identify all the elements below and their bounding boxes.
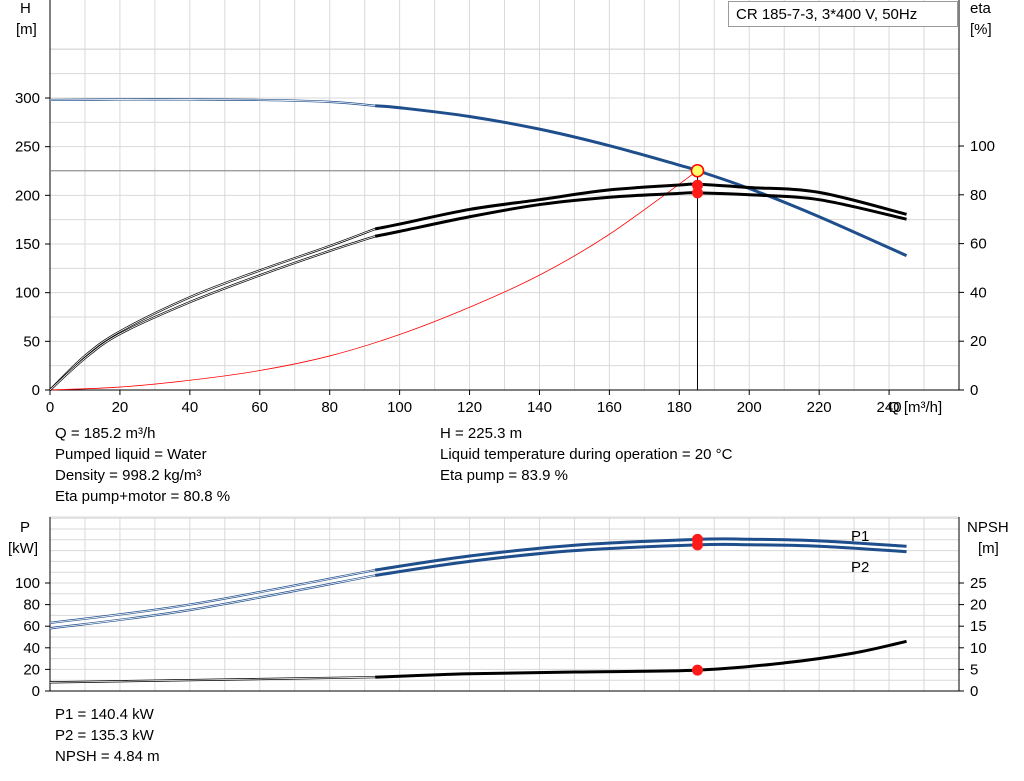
curve-thin-inner-p2 [49,575,376,629]
curve-thin-inner-head [49,98,376,107]
info-npsh: NPSH = 4.84 m [55,748,160,765]
curve-thick-p2 [374,542,907,577]
info-liquid-temperature: Liquid temperature during operation = 20… [440,446,733,463]
info-p1: P1 = 140.4 kW [55,706,154,723]
curve-thin-inner-eta-total [49,235,376,391]
y-tick-label-left: 50 [23,333,40,350]
curve-thin-inner-eta-pump [49,228,376,391]
y-tick-label-right: 20 [970,333,987,350]
x-axis-label: Q [m³/h] [888,399,942,416]
y-tick-label-left: 0 [32,382,40,399]
curve-thin-inner-npsh [49,676,376,683]
x-tick-label: 100 [387,399,412,416]
npsh-tick-label: 10 [970,640,987,657]
curve-thin-outline-eta-total [49,235,376,391]
y-tick-label-left: 200 [15,187,40,204]
x-tick-label: 60 [251,399,268,416]
y-axis-right-unit: [%] [970,21,992,38]
x-tick-label: 40 [182,399,199,416]
y-axis-right-label: eta [970,0,992,17]
p-axis-label: P [20,519,30,536]
y-axis-left-unit: [m] [16,21,37,38]
curve-thick-eta-total [374,191,907,238]
p2-series-label: P2 [851,559,869,576]
npsh-tick-label: 25 [970,575,987,592]
x-tick-label: 180 [667,399,692,416]
operating-point-markers [50,163,705,676]
chart-title: CR 185-7-3, 3*400 V, 50Hz [728,1,958,27]
npsh-tick-label: 20 [970,597,987,614]
p-tick-label: 40 [23,640,40,657]
npsh-marker [691,664,703,676]
y-tick-label-right: 60 [970,236,987,253]
y-tick-label-right: 80 [970,187,987,204]
info-eta-pump: Eta pump = 83.9 % [440,467,568,484]
info-bottom: P1 = 140.4 kW P2 = 135.3 kW NPSH = 4.84 … [55,704,160,767]
p2-marker [691,539,703,551]
p-tick-label: 20 [23,661,40,678]
chart-curves [49,98,908,684]
y-tick-label-left: 250 [15,139,40,156]
x-tick-label: 80 [321,399,338,416]
system-curve [49,170,698,391]
x-tick-label: 120 [457,399,482,416]
eta-total-marker [691,187,703,199]
x-tick-label: 20 [112,399,129,416]
p-tick-label: 60 [23,618,40,635]
p-tick-label: 0 [32,683,40,700]
npsh-tick-label: 5 [970,661,978,678]
info-eta-pump-motor: Eta pump+motor = 80.8 % [55,488,231,505]
eta-pump-marker [691,179,703,191]
x-tick-label: 0 [46,399,54,416]
curve-thick-p1 [374,537,907,572]
info-p2: P2 = 135.3 kW [55,727,154,744]
curve-thick-eta-pump [374,182,907,231]
info-density: Density = 998.2 kg/m³ [55,467,202,484]
p-axis-unit: [kW] [8,540,38,557]
info-top-left: Q = 185.2 m³/h Pumped liquid = Water Den… [55,423,230,507]
x-tick-label: 160 [597,399,622,416]
curve-thick-npsh [375,639,907,679]
y-tick-label-right: 40 [970,284,987,301]
bottom-chart-grid [49,516,960,692]
p1-series-label: P1 [851,528,869,545]
y-axis-left-label: H [20,0,31,17]
info-head: H = 225.3 m [440,425,523,442]
y-tick-label-left: 150 [15,236,40,253]
y-tick-label-left: 100 [15,285,40,302]
npsh-tick-label: 0 [970,683,978,700]
duty-point-marker [690,163,705,178]
npsh-tick-label: 15 [970,618,987,635]
y-tick-label-right: 100 [970,138,995,155]
y-tick-label-left: 300 [15,90,40,107]
curve-thin-outline-head [49,98,376,107]
y-tick-label-right: 0 [970,382,978,399]
x-tick-label: 200 [737,399,762,416]
top-chart-grid [49,0,960,391]
npsh-axis-unit: [m] [978,540,999,557]
x-tick-label: 220 [807,399,832,416]
info-top-right: H = 225.3 m Liquid temperature during op… [440,423,732,486]
info-flow: Q = 185.2 m³/h [55,425,156,442]
curve-thick-head [375,104,908,258]
x-tick-label: 140 [527,399,552,416]
npsh-axis-label: NPSH [967,519,1009,536]
curve-thin-inner-p1 [49,569,376,624]
p-tick-label: 80 [23,597,40,614]
p-tick-label: 100 [15,575,40,592]
x-tick-label: 240 [877,399,902,416]
info-pumped-liquid: Pumped liquid = Water [55,446,207,463]
